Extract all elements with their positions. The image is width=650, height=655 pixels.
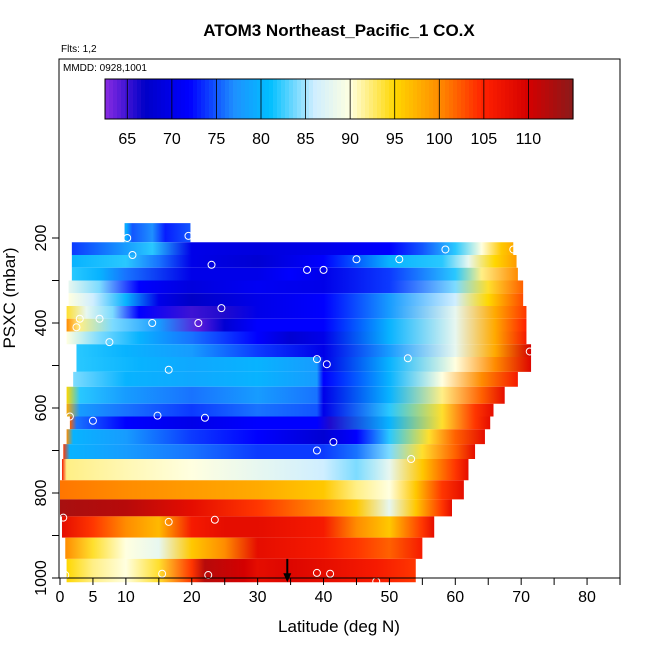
heatmap-row bbox=[66, 429, 485, 445]
x-axis: 0 5 10 20 30 40 50 60 70 80 bbox=[56, 577, 621, 606]
x-tick-label: 30 bbox=[249, 589, 267, 606]
dates-note: MMDD: 0928,1001 bbox=[63, 63, 147, 74]
colorbar-tick-label: 90 bbox=[341, 131, 359, 148]
y-tick-label: 200 bbox=[33, 225, 50, 252]
data-point bbox=[184, 231, 193, 240]
heatmap-row bbox=[69, 416, 491, 430]
heatmap-row bbox=[66, 386, 505, 404]
chart-title: ATOM3 Northeast_Pacific_1 CO.X bbox=[203, 21, 475, 40]
data-point bbox=[509, 245, 518, 254]
colorbar-tick-label: 80 bbox=[252, 131, 270, 148]
heatmap-rows bbox=[60, 223, 532, 583]
heatmap-row bbox=[63, 444, 476, 459]
data-point bbox=[158, 569, 167, 578]
colorbar-tick-label: 95 bbox=[386, 131, 404, 148]
data-point bbox=[95, 314, 104, 323]
x-tick-label: 20 bbox=[183, 589, 201, 606]
heatmap-row bbox=[66, 306, 527, 319]
data-point bbox=[312, 446, 321, 455]
y-tick-label: 800 bbox=[33, 480, 50, 507]
x-tick-label: 60 bbox=[446, 589, 464, 606]
x-tick-label: 80 bbox=[578, 589, 596, 606]
data-point bbox=[153, 411, 162, 420]
data-point bbox=[194, 319, 203, 327]
data-point bbox=[88, 416, 97, 425]
x-axis-label: Latitude (deg N) bbox=[278, 617, 400, 636]
y-tick-label: 1000 bbox=[33, 560, 50, 596]
data-point bbox=[303, 265, 312, 274]
data-point bbox=[164, 365, 173, 374]
data-point bbox=[128, 251, 137, 259]
heatmap-row bbox=[68, 280, 524, 294]
data-point bbox=[403, 354, 412, 363]
data-point bbox=[407, 455, 416, 463]
heatmap-row bbox=[71, 267, 518, 281]
data-point bbox=[65, 412, 74, 421]
heatmap-row bbox=[76, 344, 532, 357]
data-point bbox=[322, 360, 331, 369]
data-point bbox=[59, 513, 68, 522]
colorbar-tick-label: 70 bbox=[163, 131, 181, 148]
colorbar-tick-label: 110 bbox=[516, 131, 542, 148]
x-tick-label: 0 bbox=[56, 589, 65, 606]
x-tick-label: 10 bbox=[117, 589, 135, 606]
heatmap-row bbox=[61, 459, 469, 481]
heatmap-row bbox=[60, 499, 452, 517]
x-tick-label: 70 bbox=[512, 589, 530, 606]
x-tick-label: 5 bbox=[88, 589, 97, 606]
data-point bbox=[312, 568, 321, 577]
data-point bbox=[326, 569, 335, 578]
heatmap-row bbox=[60, 480, 464, 500]
data-point bbox=[441, 245, 450, 254]
data-point bbox=[61, 571, 70, 580]
data-point bbox=[105, 338, 114, 347]
data-point bbox=[148, 319, 157, 327]
data-point bbox=[210, 515, 219, 524]
observation-points bbox=[59, 231, 534, 586]
heatmap-row bbox=[66, 331, 527, 345]
heatmap-row bbox=[68, 293, 524, 306]
data-point bbox=[200, 413, 209, 422]
data-point bbox=[525, 347, 534, 356]
heatmap-row bbox=[73, 371, 518, 387]
data-point bbox=[312, 355, 321, 364]
colorbar-tick-label: 100 bbox=[426, 131, 453, 148]
data-point bbox=[395, 255, 404, 264]
colorbar: 65 70 75 80 85 90 95 100 105 110 bbox=[104, 78, 574, 148]
heatmap-row bbox=[66, 403, 494, 417]
data-point bbox=[217, 304, 226, 313]
data-point bbox=[164, 517, 173, 526]
colorbar-tick-label: 105 bbox=[471, 131, 498, 148]
heatmap-row bbox=[124, 223, 191, 243]
heatmap-row bbox=[71, 255, 517, 268]
y-tick-label: 600 bbox=[33, 395, 50, 422]
colorbar-tick-label: 75 bbox=[208, 131, 226, 148]
y-tick-label: 400 bbox=[33, 310, 50, 337]
colorbar-tick-label: 65 bbox=[118, 131, 136, 148]
data-point bbox=[62, 239, 71, 248]
data-point bbox=[329, 438, 338, 446]
y-axis: 200 400 600 800 1000 bbox=[33, 59, 60, 596]
heatmap-row bbox=[65, 537, 423, 559]
data-point bbox=[75, 314, 84, 323]
heatmap-row bbox=[61, 516, 435, 538]
heatmap-row bbox=[66, 558, 416, 583]
flights-note: Flts: 1,2 bbox=[61, 44, 97, 55]
data-point bbox=[207, 260, 216, 269]
data-point bbox=[204, 571, 213, 580]
heatmap-row bbox=[71, 242, 514, 255]
data-point bbox=[319, 265, 328, 274]
data-point bbox=[123, 234, 132, 242]
heatmap-row bbox=[66, 318, 527, 332]
data-point bbox=[59, 363, 68, 372]
data-point bbox=[352, 255, 361, 264]
colorbar-tick-label: 85 bbox=[297, 131, 315, 148]
heatmap-row bbox=[76, 357, 532, 372]
data-point bbox=[72, 323, 81, 332]
x-tick-label: 50 bbox=[381, 589, 399, 606]
x-tick-label: 40 bbox=[315, 589, 333, 606]
y-axis-label: PSXC (mbar) bbox=[0, 247, 19, 348]
